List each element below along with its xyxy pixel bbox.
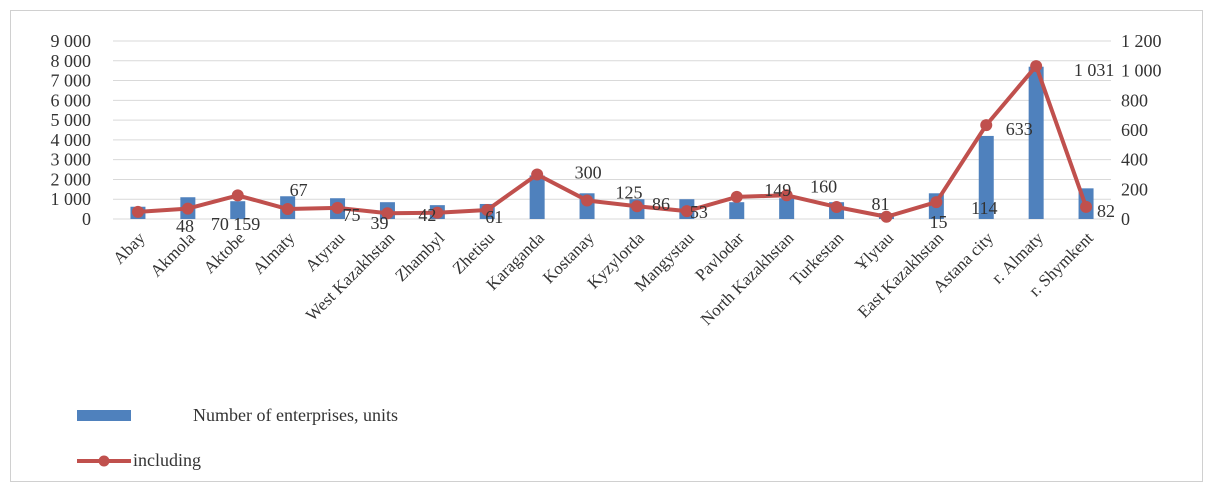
line-point	[680, 205, 693, 218]
data-label: 82	[1097, 201, 1115, 221]
line-point	[331, 201, 344, 214]
right-axis-tick-label: 200	[1121, 179, 1148, 199]
data-label: 114	[971, 198, 997, 218]
data-label: 48	[176, 216, 194, 236]
bar	[1028, 66, 1044, 219]
data-label: 75	[343, 205, 361, 225]
line-point	[1030, 60, 1043, 73]
category-label: East Kazakhstan	[854, 228, 948, 322]
data-label: 159	[233, 214, 260, 234]
data-label: 1 031	[1074, 60, 1115, 80]
data-label: 633	[1006, 119, 1033, 139]
legend-item-including: including	[77, 450, 201, 471]
line-point	[830, 200, 843, 213]
category-label: Aktobe	[200, 228, 249, 277]
right-axis-tick-label: 0	[1121, 209, 1130, 229]
left-axis-tick-label: 3 000	[51, 150, 92, 170]
left-axis-tick-label: 1 000	[51, 189, 92, 209]
data-label: 15	[929, 212, 947, 232]
legend-label-enterprises: Number of enterprises, units	[193, 405, 398, 425]
legend-swatch-line	[77, 455, 131, 466]
line-point	[481, 203, 494, 216]
line-point	[630, 200, 643, 213]
bar	[978, 135, 994, 219]
line-point	[730, 190, 743, 203]
category-label: Ұlytau	[851, 228, 898, 275]
line-point	[880, 210, 893, 223]
left-axis-tick-label: 2 000	[51, 169, 92, 189]
bar	[729, 202, 745, 219]
data-label: 42	[418, 205, 436, 225]
category-label: West Kazakhstan	[302, 228, 399, 325]
left-axis-tick-label: 4 000	[51, 130, 92, 150]
line-point	[1080, 200, 1093, 213]
data-label: 149	[764, 180, 791, 200]
right-axis-tick-label: 1 200	[1121, 31, 1162, 51]
data-label: 53	[690, 202, 708, 222]
category-label: Zhetisu	[449, 228, 499, 278]
line-point	[381, 207, 394, 220]
line-point	[131, 205, 144, 218]
data-label: 67	[290, 180, 308, 200]
data-label: 86	[652, 194, 670, 214]
category-label: Zhambyl	[391, 228, 448, 285]
line-point	[181, 202, 194, 215]
data-label: 160	[810, 176, 837, 196]
left-axis-tick-label: 6 000	[51, 90, 92, 110]
data-label: 125	[616, 182, 643, 202]
right-axis-tick-label: 800	[1121, 90, 1148, 110]
bar	[230, 201, 246, 219]
right-axis-tick-label: 1 000	[1121, 61, 1162, 81]
category-label: Atyrau	[302, 228, 349, 275]
category-label: North Kazakhstan	[697, 228, 798, 329]
left-axis-tick-label: 8 000	[51, 51, 92, 71]
data-label: 61	[485, 207, 503, 227]
bar	[779, 198, 795, 219]
line-point	[780, 189, 793, 202]
bar	[529, 175, 545, 219]
line-point	[930, 196, 943, 209]
legend-swatch-bar	[77, 410, 131, 421]
data-label: 300	[575, 163, 602, 183]
line-series-including	[137, 64, 1088, 219]
category-label: Abay	[109, 228, 149, 268]
left-axis-tick-label: 9 000	[51, 31, 92, 51]
data-label: 81	[872, 194, 890, 214]
right-axis-tick-label: 600	[1121, 120, 1148, 140]
line-point	[980, 119, 993, 132]
data-label: 39	[370, 213, 388, 233]
line-point	[581, 194, 594, 207]
left-axis-tick-label: 7 000	[51, 71, 92, 91]
data-label: 70	[211, 214, 229, 234]
line-point	[281, 203, 294, 216]
category-label: Almaty	[249, 228, 299, 278]
line-point	[531, 168, 544, 181]
category-label: Akmola	[147, 228, 199, 280]
category-label: Turkestan	[786, 228, 847, 289]
left-axis-tick-label: 5 000	[51, 110, 92, 130]
legend-label-including: including	[133, 450, 201, 470]
right-axis-tick-label: 400	[1121, 150, 1148, 170]
legend-item-enterprises: Number of enterprises, units	[77, 405, 398, 426]
line-point	[431, 206, 444, 219]
left-axis-tick-label: 0	[82, 209, 91, 229]
line-point	[231, 189, 244, 202]
